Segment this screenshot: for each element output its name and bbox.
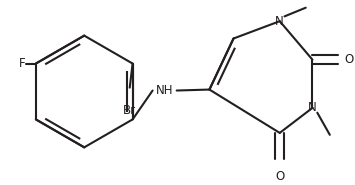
Text: NH: NH	[155, 84, 173, 97]
Text: F: F	[19, 57, 25, 70]
Text: Br: Br	[123, 104, 136, 117]
Text: N: N	[275, 15, 284, 28]
Text: N: N	[308, 101, 317, 114]
Text: O: O	[344, 53, 354, 66]
Text: O: O	[275, 170, 284, 184]
